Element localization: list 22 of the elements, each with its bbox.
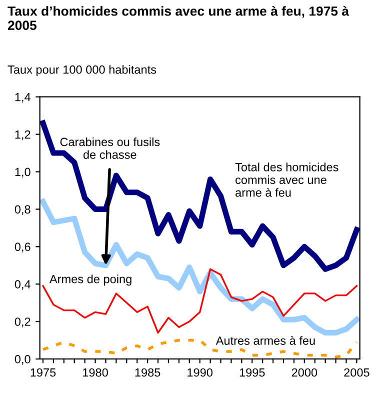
x-tick-label: 2000: [292, 368, 318, 377]
y-axis-title: Taux pour 100 000 habitants: [8, 65, 156, 76]
y-tick-label: 1,4: [15, 93, 30, 103]
x-tick-label: 1980: [83, 368, 108, 377]
x-tick-label: 1990: [188, 368, 213, 377]
x-tick-label: 1975: [30, 368, 56, 377]
series-label: Autres armes à feu: [216, 336, 315, 345]
x-tick-label: 1995: [240, 368, 265, 377]
y-tick-label: 0,2: [14, 318, 30, 328]
y-tick-label: 0,0: [14, 355, 30, 365]
chart-title: Taux d’homicides commis avec une arme à feu, 1975 à 2005: [8, 6, 350, 30]
line-series: [42, 268, 358, 334]
y-tick-label: 0,8: [14, 205, 30, 215]
x-tick-label: 1985: [135, 368, 160, 377]
series-label: Total des homicides commis avec une arme à feu: [235, 162, 338, 197]
y-tick-label: 1,0: [15, 168, 30, 178]
y-tick-label: 0,4: [14, 280, 30, 290]
x-tick-label: 2005: [344, 368, 370, 377]
series-label: Armes de poing: [49, 274, 132, 286]
y-tick-label: 0,6: [14, 242, 30, 252]
y-tick-label: 1,2: [15, 130, 30, 140]
text: Carabines ou fusils de chasse: [60, 137, 160, 159]
